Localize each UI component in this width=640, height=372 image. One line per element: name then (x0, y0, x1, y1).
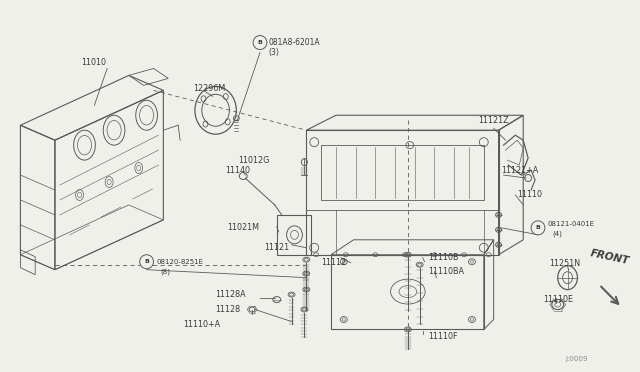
Text: (3): (3) (269, 48, 280, 57)
Text: 08120-8251E: 08120-8251E (156, 259, 204, 265)
Text: 11021M: 11021M (227, 223, 259, 232)
Text: FRONT: FRONT (589, 248, 630, 267)
Ellipse shape (531, 221, 545, 235)
Ellipse shape (253, 36, 267, 49)
Text: 11251N: 11251N (549, 259, 580, 268)
Ellipse shape (140, 255, 154, 269)
Text: 11121+A: 11121+A (502, 166, 539, 174)
Text: 11110BA: 11110BA (429, 267, 465, 276)
Text: 11110+A: 11110+A (183, 320, 220, 329)
Text: 11110: 11110 (517, 190, 542, 199)
Text: B: B (257, 40, 262, 45)
Text: 11110B: 11110B (429, 253, 459, 262)
Text: 11110F: 11110F (429, 332, 458, 341)
Text: B: B (144, 259, 149, 264)
Text: (4): (4) (553, 231, 563, 237)
Text: 11128A: 11128A (216, 290, 246, 299)
Text: 11121Z: 11121Z (478, 116, 509, 125)
Text: 11010: 11010 (81, 58, 106, 67)
Text: 08121-0401E: 08121-0401E (548, 221, 595, 227)
Text: (8): (8) (161, 269, 170, 275)
Text: B: B (536, 225, 540, 230)
Text: 12296M: 12296M (193, 84, 225, 93)
Text: J:0009: J:0009 (565, 356, 588, 362)
Text: 11121: 11121 (264, 243, 289, 252)
Text: 11140: 11140 (225, 166, 250, 174)
Text: 11128: 11128 (216, 305, 241, 314)
Text: 11112: 11112 (321, 258, 346, 267)
Text: 081A8-6201A: 081A8-6201A (269, 38, 321, 47)
Text: 11110E: 11110E (543, 295, 573, 304)
Text: 11012G: 11012G (239, 155, 270, 164)
